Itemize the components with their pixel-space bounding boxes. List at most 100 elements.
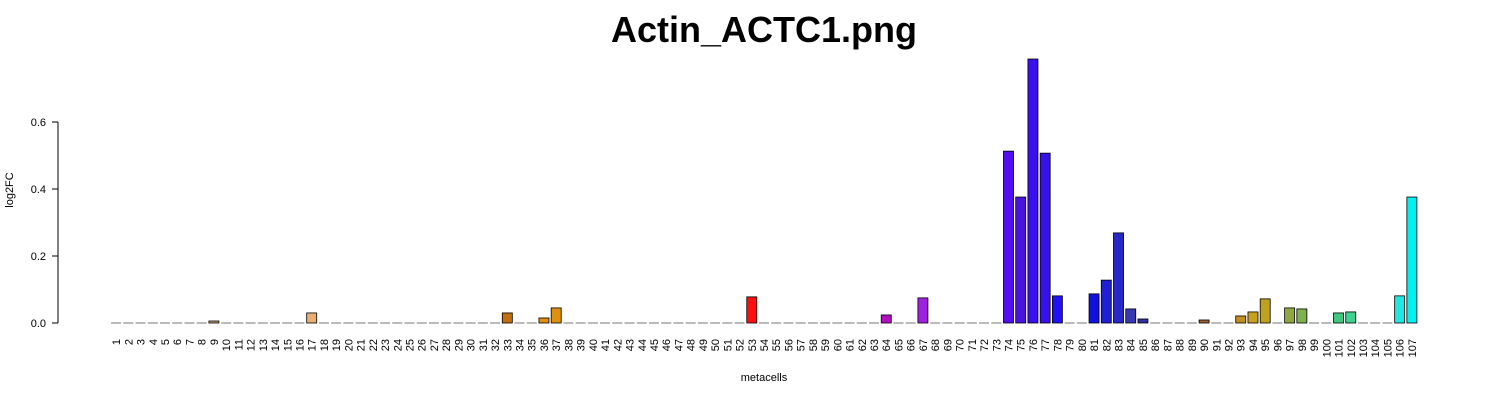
bar — [917, 297, 929, 324]
x-tick-label: 83 — [1114, 339, 1126, 351]
x-tick-label: 40 — [588, 339, 600, 351]
x-tick-label: 105 — [1382, 339, 1394, 357]
x-tick-label: 24 — [392, 339, 404, 351]
x-tick-label: 15 — [282, 339, 294, 351]
x-tick-label: 99 — [1309, 339, 1321, 351]
x-tick-label: 103 — [1358, 339, 1370, 357]
bar — [501, 312, 513, 324]
bar — [1015, 196, 1027, 324]
bar — [1259, 298, 1271, 324]
x-tick-label: 10 — [221, 339, 233, 351]
x-tick-label: 6 — [172, 339, 184, 345]
y-tick-label: 0.6 — [31, 117, 46, 129]
bar — [538, 317, 550, 324]
x-tick-label: 49 — [698, 339, 710, 351]
x-tick-label: 78 — [1052, 339, 1064, 351]
x-tick-label: 1 — [111, 339, 123, 345]
x-tick-label: 63 — [869, 339, 881, 351]
x-tick-label: 26 — [417, 339, 429, 351]
bar — [1296, 308, 1308, 324]
x-tick-label: 60 — [832, 339, 844, 351]
x-tick-label: 66 — [906, 339, 918, 351]
bar — [1406, 196, 1418, 324]
x-tick-label: 102 — [1346, 339, 1358, 357]
x-tick-label: 81 — [1089, 339, 1101, 351]
x-tick-label: 79 — [1065, 339, 1077, 351]
x-tick-label: 20 — [343, 339, 355, 351]
x-tick-label: 29 — [453, 339, 465, 351]
x-tick-label: 97 — [1285, 339, 1297, 351]
x-tick-label: 11 — [233, 339, 245, 350]
x-tick-label: 56 — [783, 339, 795, 351]
chart-title: Actin_ACTC1.png — [611, 9, 917, 50]
x-tick-label: 95 — [1260, 339, 1272, 351]
bar — [1003, 150, 1014, 324]
x-tick-label: 71 — [967, 339, 979, 351]
x-tick-label: 104 — [1370, 339, 1382, 357]
x-tick-label: 85 — [1138, 339, 1150, 351]
x-tick-label: 54 — [759, 339, 771, 351]
bar — [1394, 295, 1406, 324]
x-tick-label: 39 — [576, 339, 588, 351]
x-tick-label: 77 — [1040, 339, 1052, 351]
x-tick-label: 28 — [441, 339, 453, 351]
x-tick-label: 96 — [1272, 339, 1284, 351]
x-tick-label: 46 — [661, 339, 673, 351]
x-tick-label: 12 — [246, 339, 258, 351]
x-tick-label: 32 — [490, 339, 502, 351]
x-tick-label: 87 — [1162, 339, 1174, 351]
bar — [208, 320, 220, 324]
x-tick-label: 89 — [1187, 339, 1199, 351]
bar — [1027, 58, 1039, 324]
x-tick-label: 4 — [148, 339, 160, 345]
bar — [1125, 308, 1137, 324]
x-tick-label: 21 — [356, 339, 368, 351]
x-tick-label: 82 — [1101, 339, 1113, 351]
x-tick-label: 16 — [294, 339, 306, 351]
x-tick-label: 7 — [184, 339, 196, 345]
x-tick-label: 37 — [551, 339, 563, 351]
y-axis-label: log2FC — [4, 172, 16, 208]
x-tick-label: 59 — [820, 339, 832, 351]
y-tick-label: 0.4 — [31, 184, 46, 196]
x-tick-label: 62 — [857, 339, 869, 351]
x-tick-label: 17 — [307, 339, 319, 351]
x-tick-label: 33 — [502, 339, 514, 351]
x-tick-label: 92 — [1224, 339, 1236, 351]
x-tick-label: 88 — [1175, 339, 1187, 351]
bar — [1137, 318, 1149, 324]
x-tick-label: 70 — [955, 339, 967, 351]
bar — [1345, 311, 1357, 324]
bar — [1198, 319, 1210, 324]
x-tick-label: 91 — [1211, 339, 1223, 351]
x-tick-label: 61 — [845, 339, 857, 351]
x-tick-label: 18 — [319, 339, 331, 351]
x-tick-label: 50 — [710, 339, 722, 351]
x-tick-label: 36 — [539, 339, 551, 351]
x-tick-label: 72 — [979, 339, 991, 351]
x-tick-label: 68 — [930, 339, 942, 351]
bar — [1284, 307, 1296, 324]
x-tick-label: 14 — [270, 339, 282, 351]
x-tick-label: 47 — [673, 339, 685, 351]
x-tick-label: 58 — [808, 339, 820, 351]
bar — [1051, 295, 1063, 324]
bar — [1333, 312, 1344, 324]
x-tick-label: 67 — [918, 339, 930, 351]
x-tick-label: 19 — [331, 339, 343, 351]
x-tick-label: 31 — [478, 339, 490, 351]
x-tick-label: 94 — [1248, 339, 1260, 351]
x-tick-label: 9 — [209, 339, 221, 345]
x-tick-label: 76 — [1028, 339, 1040, 351]
x-tick-label: 65 — [893, 339, 905, 351]
x-tick-label: 98 — [1297, 339, 1309, 351]
x-tick-label: 34 — [515, 339, 527, 351]
x-tick-label: 86 — [1150, 339, 1162, 351]
x-tick-label: 100 — [1321, 339, 1333, 357]
bar — [1100, 279, 1112, 324]
x-tick-label: 25 — [404, 339, 416, 351]
x-tick-label: 80 — [1077, 339, 1089, 351]
x-tick-label: 23 — [380, 339, 392, 351]
bar — [746, 296, 758, 324]
x-tick-label: 44 — [637, 339, 649, 351]
